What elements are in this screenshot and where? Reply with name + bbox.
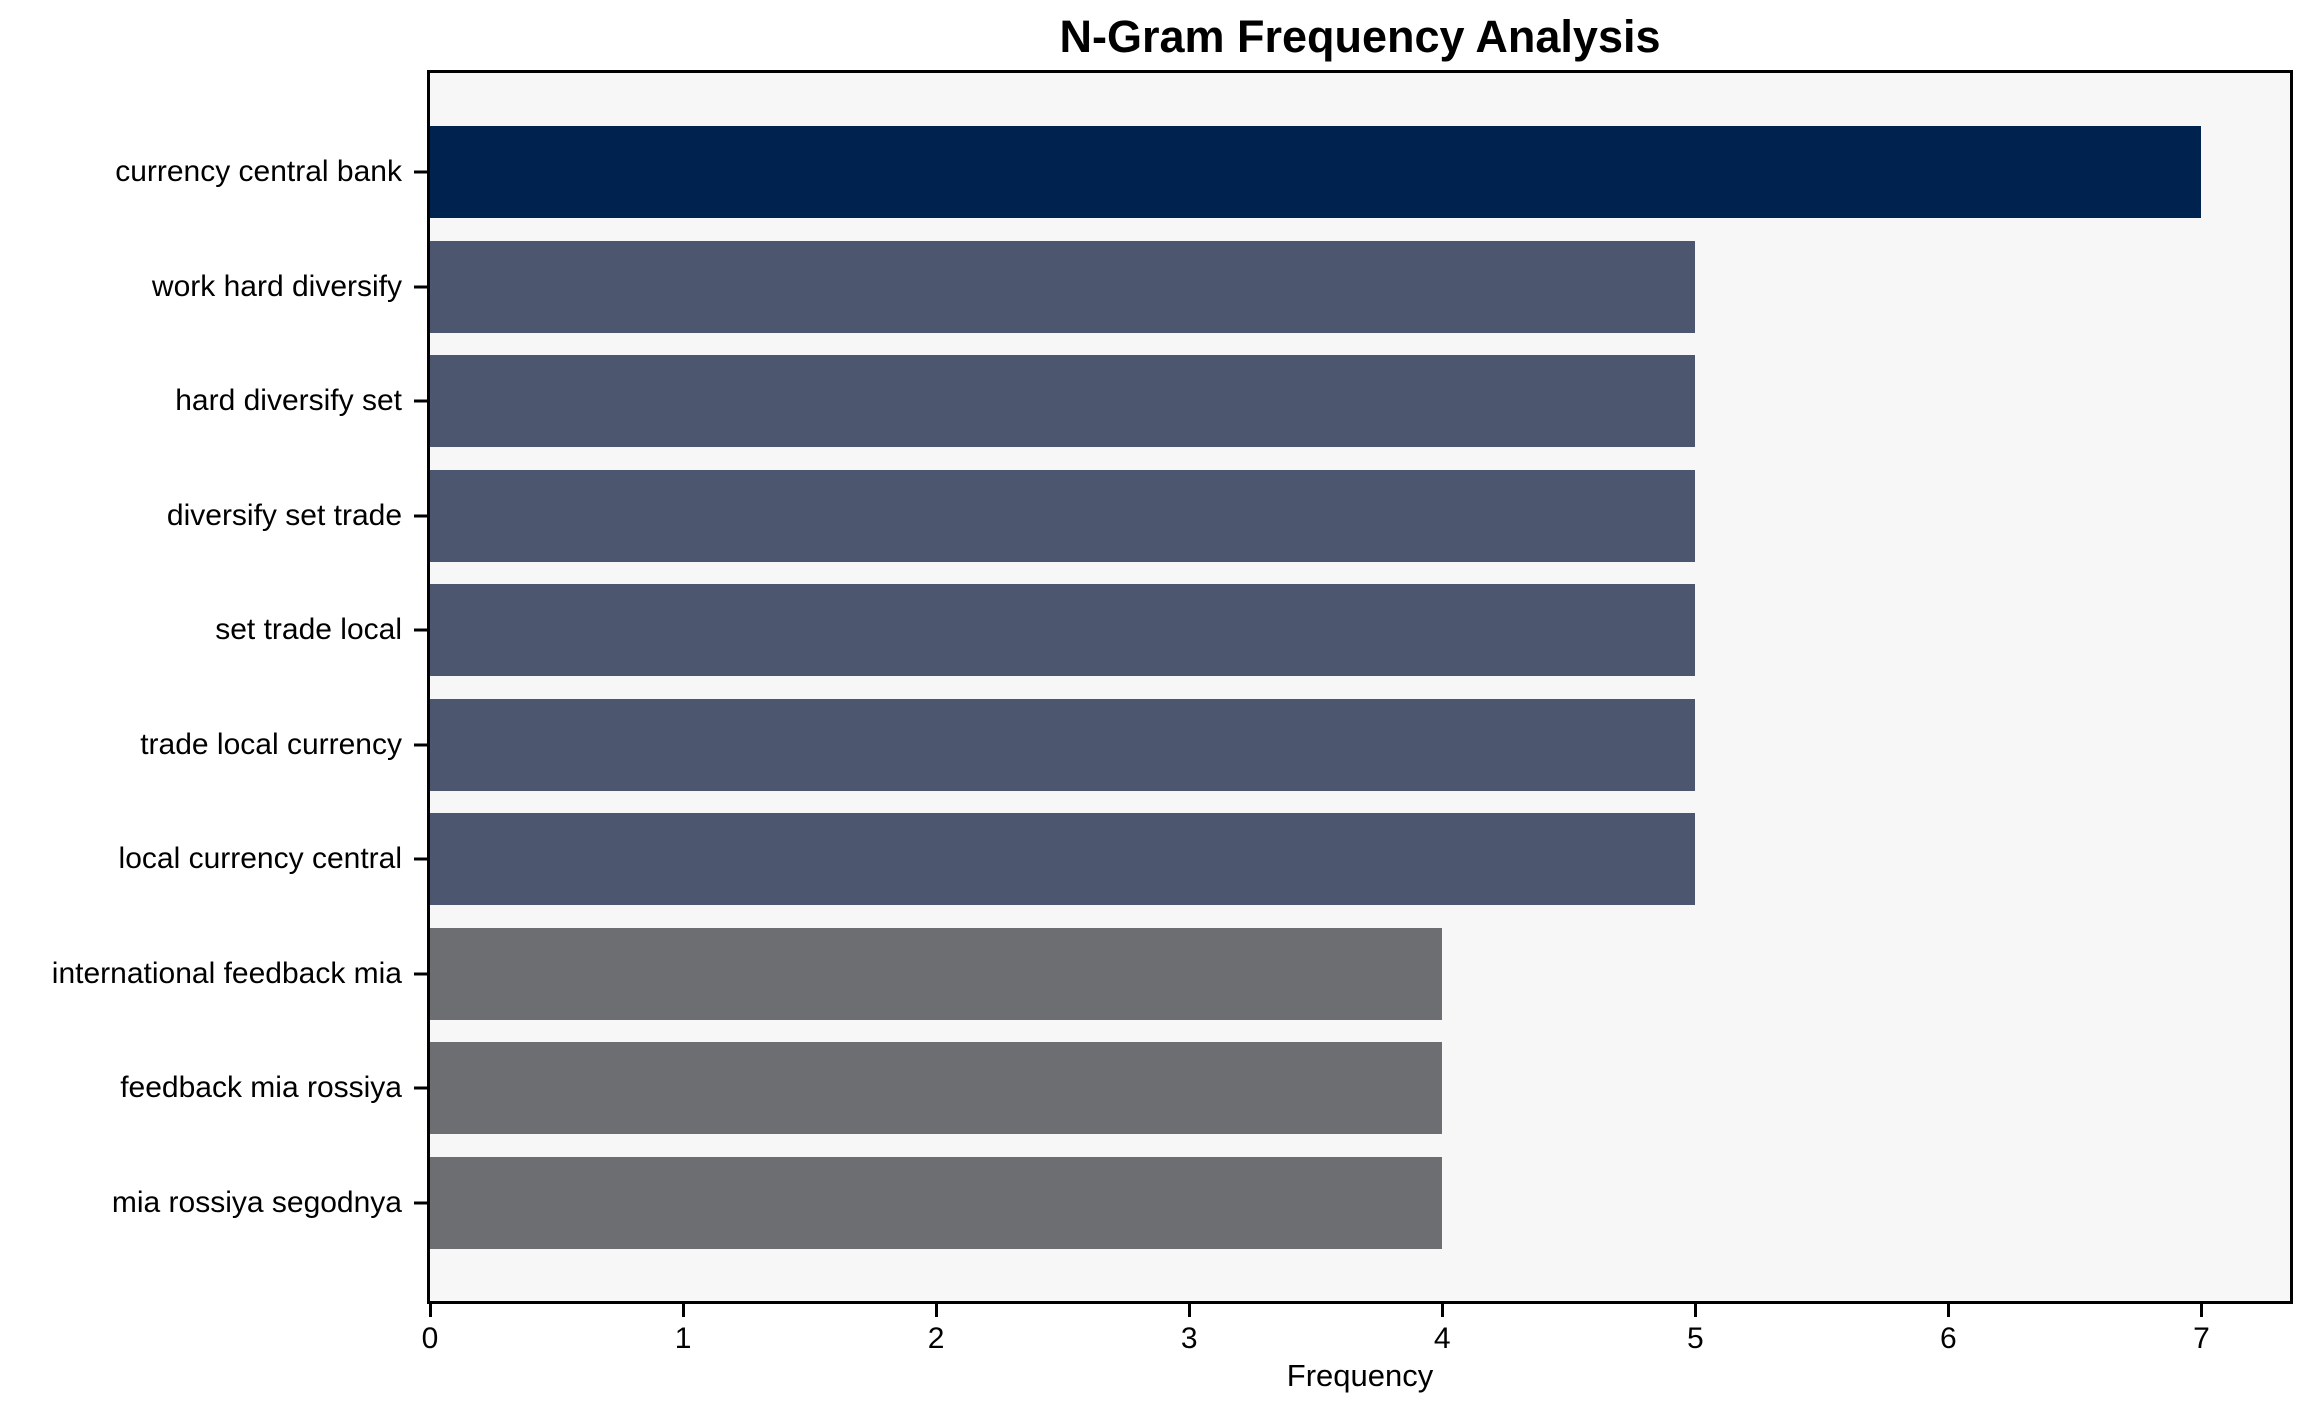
x-tick-label: 2 [927, 1322, 945, 1355]
x-tick-mark [681, 1304, 685, 1317]
y-tick-mark [414, 170, 427, 174]
y-tick-label: hard diversify set [175, 384, 402, 418]
x-tick-label: 6 [1940, 1322, 1957, 1355]
y-tick-label: currency central bank [115, 155, 402, 189]
x-tick-label: 0 [421, 1322, 439, 1355]
y-tick-mark [414, 972, 427, 976]
bars-container: currency central bank work hard diversify… [52, 73, 2290, 1301]
bar-row: trade local currency [140, 688, 2290, 803]
bar-row: mia rossiya segodnya [112, 1146, 2290, 1261]
x-tick-label: 5 [1686, 1322, 1704, 1355]
y-tick-mark [414, 1201, 427, 1205]
x-tick-mark [1187, 1304, 1191, 1317]
x-axis-label: Frequency [1286, 1358, 1434, 1393]
y-tick-label: international feedback mia [51, 956, 402, 990]
y-tick-label: trade local currency [140, 727, 402, 761]
y-tick-mark [414, 743, 427, 747]
y-tick-mark [414, 1086, 427, 1090]
bar [430, 584, 1696, 677]
x-tick-mark [934, 1304, 938, 1317]
bar-row: international feedback mia [52, 917, 2290, 1032]
y-tick-mark [414, 514, 427, 518]
bar [430, 813, 1696, 906]
y-tick-mark [414, 857, 427, 861]
y-tick-mark [414, 628, 427, 632]
y-tick-label: diversify set trade [166, 498, 402, 532]
bar-row: hard diversify set [175, 344, 2290, 459]
y-tick-label: local currency central [118, 842, 402, 876]
bar-row: set trade local [215, 573, 2290, 688]
bar [430, 469, 1696, 562]
bar-row: local currency central [119, 802, 2290, 917]
bar [430, 126, 2202, 219]
x-tick-label: 1 [674, 1322, 692, 1355]
bar [430, 240, 1696, 333]
chart-title: N-Gram Frequency Analysis [1059, 11, 1661, 62]
bar-row: diversify set trade [167, 459, 2290, 574]
bar-row: feedback mia rossiya [120, 1031, 2290, 1146]
bar [430, 1042, 1443, 1135]
y-tick-mark [414, 285, 427, 289]
y-tick-label: work hard diversify [151, 269, 402, 303]
plot-area: currency central bank work hard diversify… [52, 70, 2293, 1355]
y-tick-label: feedback mia rossiya [120, 1071, 402, 1105]
y-tick-mark [414, 399, 427, 403]
bar [430, 698, 1696, 791]
bar-row: work hard diversify [152, 230, 2290, 345]
y-tick-label: set trade local [215, 613, 402, 647]
x-tick-mark [1440, 1304, 1444, 1317]
y-tick-label: mia rossiya segodnya [111, 1185, 402, 1219]
x-tick-label: 3 [1180, 1322, 1198, 1355]
x-tick-label: 4 [1433, 1322, 1451, 1355]
bar [430, 1156, 1443, 1249]
bar [430, 927, 1443, 1020]
x-tick-mark [1946, 1304, 1950, 1317]
x-tick-label: 7 [2193, 1322, 2210, 1355]
x-tick-mark [1693, 1304, 1697, 1317]
bar [430, 355, 1696, 448]
x-tick-mark [428, 1304, 432, 1317]
x-tick-mark [2199, 1304, 2203, 1317]
bar-row: currency central bank [115, 115, 2290, 230]
